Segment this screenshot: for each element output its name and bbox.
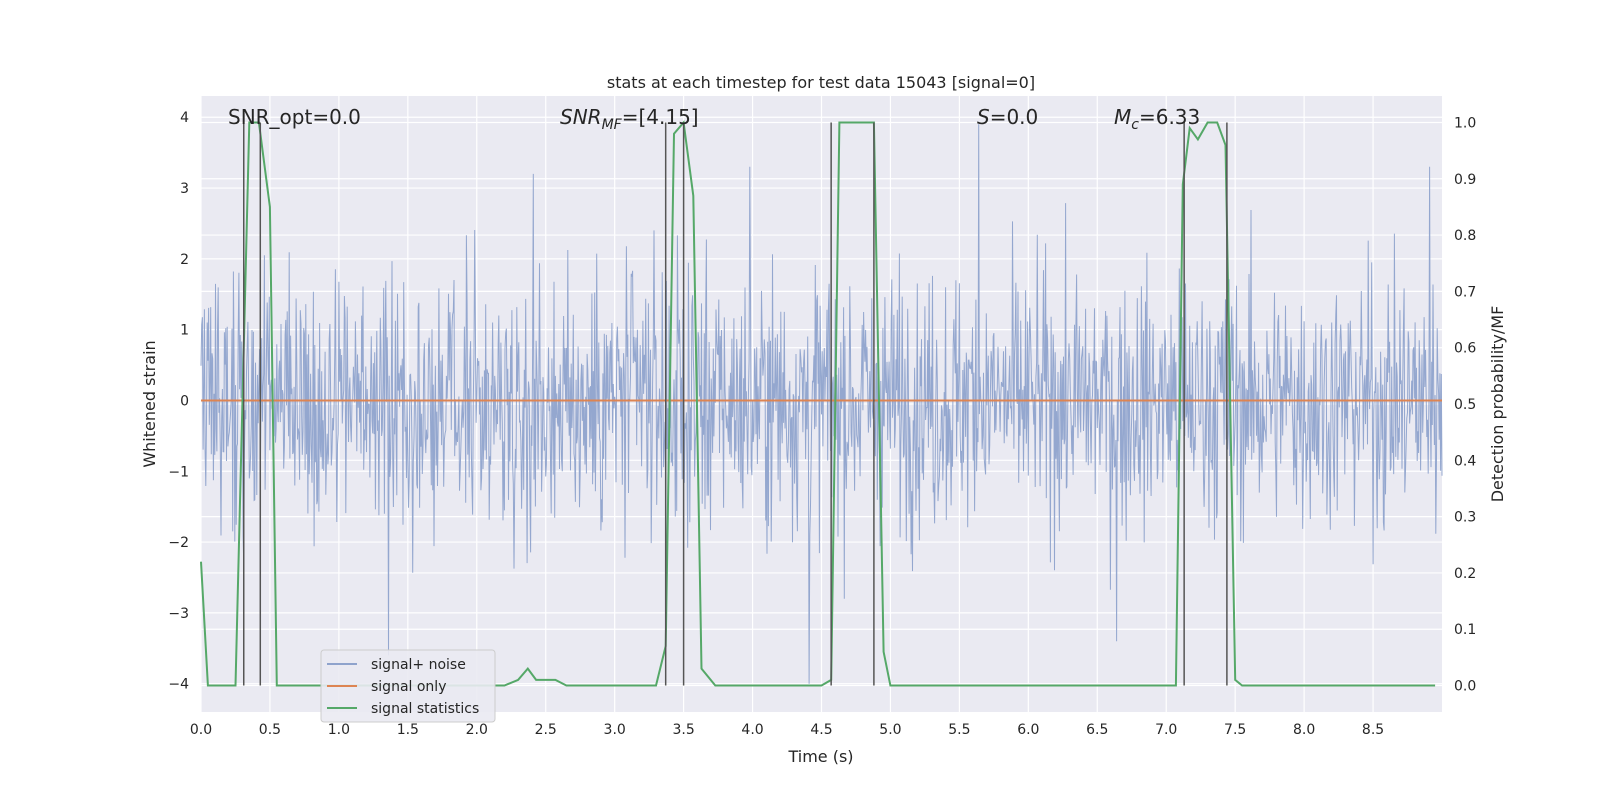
annotation-s-value: =0.0 xyxy=(990,105,1039,129)
annotation-snr-mf-base: SNR xyxy=(560,105,602,129)
y-tick-label: −4 xyxy=(168,677,189,693)
y-tick-label: 2 xyxy=(180,252,189,268)
y2-tick-label: 0.4 xyxy=(1454,453,1476,469)
legend-label-signal-statistics: signal statistics xyxy=(371,701,479,717)
x-tick-label: 6.5 xyxy=(1086,722,1108,738)
x-tick-label: 1.0 xyxy=(328,722,350,738)
x-tick-label: 0.0 xyxy=(190,722,212,738)
signal-noise-line xyxy=(200,124,1443,684)
y-tick-label: 0 xyxy=(180,393,189,409)
y2-axis-label: Detection probability/MF xyxy=(1488,306,1507,503)
y-tick-label: 1 xyxy=(180,323,189,339)
x-axis-label: Time (s) xyxy=(787,747,853,766)
legend-box xyxy=(320,649,496,723)
y-tick-label: −3 xyxy=(168,606,189,622)
annotation-mc-value: =6.33 xyxy=(1139,105,1200,129)
y-tick-label: −2 xyxy=(168,535,189,551)
y2-tick-label: 0.2 xyxy=(1454,566,1476,582)
chart-title: stats at each timestep for test data 150… xyxy=(607,73,1035,92)
y2-tick-label: 0.6 xyxy=(1454,341,1476,357)
legend-label-signal-only: signal only xyxy=(371,679,446,695)
y-tick-labels: −4 −3 −2 −1 0 1 2 3 4 xyxy=(168,110,189,692)
vertical-markers xyxy=(242,122,1228,686)
y2-tick-label: 0.0 xyxy=(1454,679,1476,695)
x-tick-label: 8.0 xyxy=(1293,722,1315,738)
signal-statistics-line xyxy=(200,120,1436,687)
x-tick-label: 7.0 xyxy=(1155,722,1177,738)
x-tick-label: 2.5 xyxy=(535,722,557,738)
annotation-mc: Mc=6.33 xyxy=(1114,105,1200,133)
x-tick-labels: 0.0 0.5 1.0 1.5 2.0 2.5 3.0 3.5 4.0 4.5 5.0 5.5 6.0 6… xyxy=(190,722,1384,738)
y2-tick-labels: 0.0 0.1 0.2 0.3 0.4 0.5 0.6 0.7 0.8 0.9 1.0 xyxy=(1454,115,1476,694)
x-tick-label: 5.5 xyxy=(948,722,970,738)
x-tick-label: 4.0 xyxy=(741,722,763,738)
annotation-snr-mf-value: =[4.15] xyxy=(622,105,699,129)
x-tick-label: 3.0 xyxy=(604,722,626,738)
series-signal-noise xyxy=(200,124,1443,684)
x-tick-label: 2.0 xyxy=(466,722,488,738)
x-tick-label: 5.0 xyxy=(879,722,901,738)
annotation-mc-sub: c xyxy=(1131,117,1139,133)
y2-tick-label: 0.8 xyxy=(1454,228,1476,244)
annotation-snr-mf: SNRMF=[4.15] xyxy=(560,105,699,133)
y-tick-label: −1 xyxy=(168,464,189,480)
annotation-snr-opt: SNR_opt=0.0 xyxy=(228,105,361,129)
y-axis-label: Whitened strain xyxy=(140,340,159,467)
legend-label-signal-noise: signal+ noise xyxy=(371,657,466,673)
series-signal-statistics xyxy=(200,120,1436,687)
annotation-mc-base: M xyxy=(1114,105,1131,129)
legend: signal+ noise signal only signal statist… xyxy=(320,649,496,723)
y2-tick-label: 1.0 xyxy=(1454,115,1476,131)
y-tick-label: 3 xyxy=(180,181,189,197)
x-tick-label: 0.5 xyxy=(259,722,281,738)
y2-tick-label: 0.9 xyxy=(1454,172,1476,188)
annotation-snr-mf-sub: MF xyxy=(602,117,623,133)
x-tick-label: 4.5 xyxy=(810,722,832,738)
x-tick-label: 3.5 xyxy=(672,722,694,738)
annotation-s: S=0.0 xyxy=(977,105,1038,129)
y2-tick-label: 0.7 xyxy=(1454,284,1476,300)
x-tick-label: 1.5 xyxy=(397,722,419,738)
x-tick-label: 6.0 xyxy=(1017,722,1039,738)
y2-tick-label: 0.5 xyxy=(1454,397,1476,413)
y2-tick-label: 0.3 xyxy=(1454,510,1476,526)
y2-tick-label: 0.1 xyxy=(1454,622,1476,638)
x-tick-label: 7.5 xyxy=(1224,722,1246,738)
x-tick-label: 8.5 xyxy=(1362,722,1384,738)
y-tick-label: 4 xyxy=(180,110,189,126)
annotation-s-base: S xyxy=(977,105,990,129)
